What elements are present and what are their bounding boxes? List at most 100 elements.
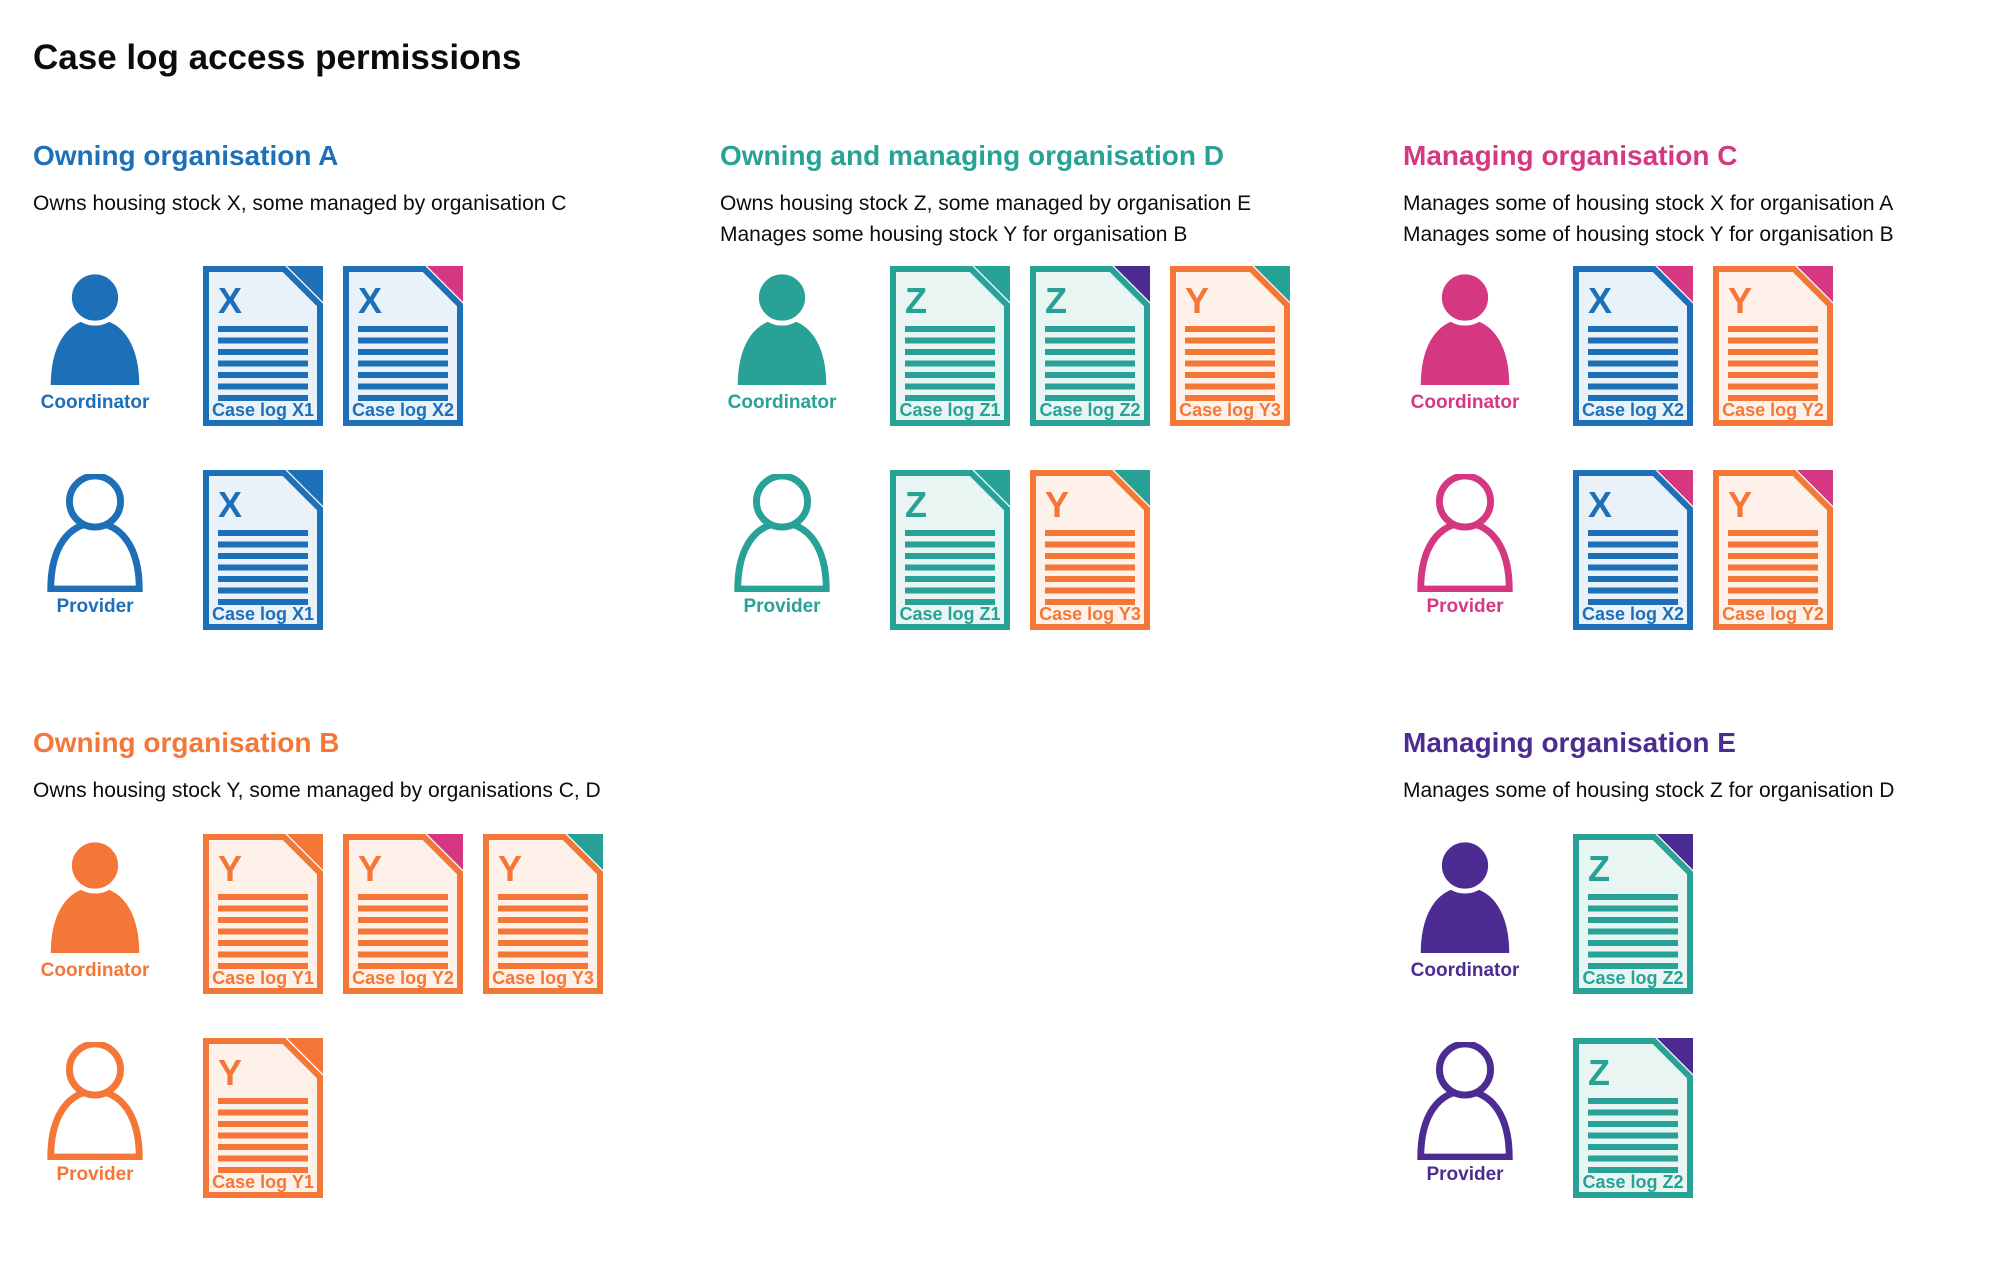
provider-row: Provider Z Case log Z2 (1403, 1038, 1993, 1198)
case-log-documents: X Case log X2 Y Case log Y2 (1573, 470, 1833, 630)
org-heading: Managing organisation E (1403, 727, 1736, 758)
case-log-document: Y Case log Y3 (1030, 470, 1150, 630)
stock-letter: X (218, 484, 242, 525)
case-log-documents: Y Case log Y1 Y Case log Y2 Y Case log Y3 (203, 834, 603, 994)
case-log-document-icon: Z Case log Z2 (1573, 834, 1693, 994)
case-log-document: Z Case log Z2 (1030, 266, 1150, 426)
role-label: Provider (1426, 596, 1504, 617)
provider-figure: Provider (720, 470, 844, 618)
provider-figure: Provider (33, 1038, 157, 1186)
case-log-label: Case log X2 (1582, 604, 1684, 624)
org-heading: Owning organisation B (33, 727, 340, 758)
case-log-documents: X Case log X2 Y Case log Y2 (1573, 266, 1833, 426)
document-text-lines (358, 894, 448, 969)
stock-letter: Y (1185, 280, 1209, 321)
org-section-org-c: Managing organisation C Manages some of h… (1403, 140, 1993, 674)
folded-corner (427, 834, 463, 870)
case-log-document: Y Case log Y3 (483, 834, 603, 994)
org-description: Owns housing stock Z, some managed by or… (720, 188, 1400, 266)
case-log-label: Case log X1 (212, 604, 314, 624)
stock-letter: Z (905, 484, 927, 525)
case-log-label: Case log Y1 (212, 968, 314, 988)
provider-row: Provider Y Case log Y1 (33, 1038, 673, 1198)
document-text-lines (1045, 326, 1135, 401)
person-outline-icon (1417, 1042, 1513, 1160)
document-text-lines (1045, 530, 1135, 605)
case-log-document: Y Case log Y3 (1170, 266, 1290, 426)
case-log-document: X Case log X1 (203, 470, 323, 630)
stock-letter: X (1588, 280, 1612, 321)
folded-corner (1657, 470, 1693, 506)
case-log-document: Z Case log Z2 (1573, 834, 1693, 994)
provider-row: Provider X Case log X2 Y Case log Y2 (1403, 470, 1993, 630)
stock-letter: Z (1588, 1052, 1610, 1093)
org-section-org-e: Managing organisation E Manages some of h… (1403, 727, 1993, 1242)
case-log-document: Z Case log Z1 (890, 470, 1010, 630)
case-log-documents: Z Case log Z1 Y Case log Y3 (890, 470, 1150, 630)
case-log-documents: X Case log X1 (203, 470, 323, 630)
folded-corner (1797, 470, 1833, 506)
role-label: Provider (56, 1164, 134, 1185)
org-description: Owns housing stock Y, some managed by or… (33, 775, 673, 834)
folded-corner (1254, 266, 1290, 302)
case-log-label: Case log Z2 (1582, 968, 1683, 988)
person-outline-icon (1417, 474, 1513, 592)
case-log-documents: X Case log X1 X Case log X2 (203, 266, 463, 426)
document-text-lines (218, 326, 308, 401)
case-log-document-icon: Y Case log Y3 (483, 834, 603, 994)
role-label: Provider (1426, 1164, 1504, 1185)
org-description-line: Owns housing stock X, some managed by or… (33, 192, 567, 215)
case-log-document: X Case log X2 (1573, 470, 1693, 630)
case-log-document-icon: Y Case log Y2 (1713, 470, 1833, 630)
role-label: Provider (56, 596, 134, 617)
provider-figure: Provider (33, 470, 157, 618)
case-log-document-icon: Z Case log Z2 (1573, 1038, 1693, 1198)
case-log-document-icon: X Case log X1 (203, 266, 323, 426)
case-log-label: Case log Y1 (212, 1172, 314, 1192)
org-description: Manages some of housing stock Z for orga… (1403, 775, 1993, 834)
case-log-label: Case log Y2 (1722, 400, 1824, 420)
stock-letter: Z (1045, 280, 1067, 321)
provider-figure: Provider (1403, 1038, 1527, 1186)
document-text-lines (1728, 530, 1818, 605)
document-text-lines (218, 894, 308, 969)
document-text-lines (218, 530, 308, 605)
folded-corner (287, 1038, 323, 1074)
case-log-label: Case log Y3 (1039, 604, 1141, 624)
case-log-documents: Y Case log Y1 (203, 1038, 323, 1198)
case-log-label: Case log X1 (212, 400, 314, 420)
org-description-line: Manages some of housing stock Z for orga… (1403, 779, 1895, 802)
case-log-document: Y Case log Y2 (1713, 266, 1833, 426)
coordinator-figure: Coordinator (1403, 834, 1527, 982)
case-log-document-icon: Y Case log Y2 (1713, 266, 1833, 426)
person-filled-icon (737, 270, 827, 386)
coordinator-row: Coordinator Y Case log Y1 Y Case log Y2 Y Case… (33, 834, 673, 994)
case-log-label: Case log X2 (352, 400, 454, 420)
case-log-document: Y Case log Y1 (203, 1038, 323, 1198)
case-log-document-icon: Z Case log Z1 (890, 470, 1010, 630)
coordinator-row: Coordinator Z Case log Z2 (1403, 834, 1993, 994)
case-log-document-icon: X Case log X2 (1573, 470, 1693, 630)
document-text-lines (1185, 326, 1275, 401)
case-log-document-icon: Y Case log Y1 (203, 834, 323, 994)
case-log-label: Case log Y2 (352, 968, 454, 988)
folded-corner (1657, 1038, 1693, 1074)
stock-letter: X (218, 280, 242, 321)
stock-letter: Y (218, 1052, 242, 1093)
org-description: Owns housing stock X, some managed by or… (33, 188, 673, 266)
role-label: Provider (743, 596, 821, 617)
case-log-label: Case log Z2 (1039, 400, 1140, 420)
folded-corner (974, 470, 1010, 506)
document-text-lines (1588, 530, 1678, 605)
case-log-documents: Z Case log Z2 (1573, 834, 1693, 994)
case-log-document-icon: X Case log X2 (343, 266, 463, 426)
coordinator-figure: Coordinator (720, 266, 844, 414)
folded-corner (1114, 470, 1150, 506)
org-description-line: Manages some housing stock Y for organis… (720, 223, 1188, 246)
case-log-document-icon: X Case log X2 (1573, 266, 1693, 426)
role-label: Coordinator (1410, 960, 1520, 981)
person-filled-icon (50, 838, 140, 954)
document-text-lines (1588, 894, 1678, 969)
case-log-document: Z Case log Z2 (1573, 1038, 1693, 1198)
stock-letter: Z (1588, 848, 1610, 889)
